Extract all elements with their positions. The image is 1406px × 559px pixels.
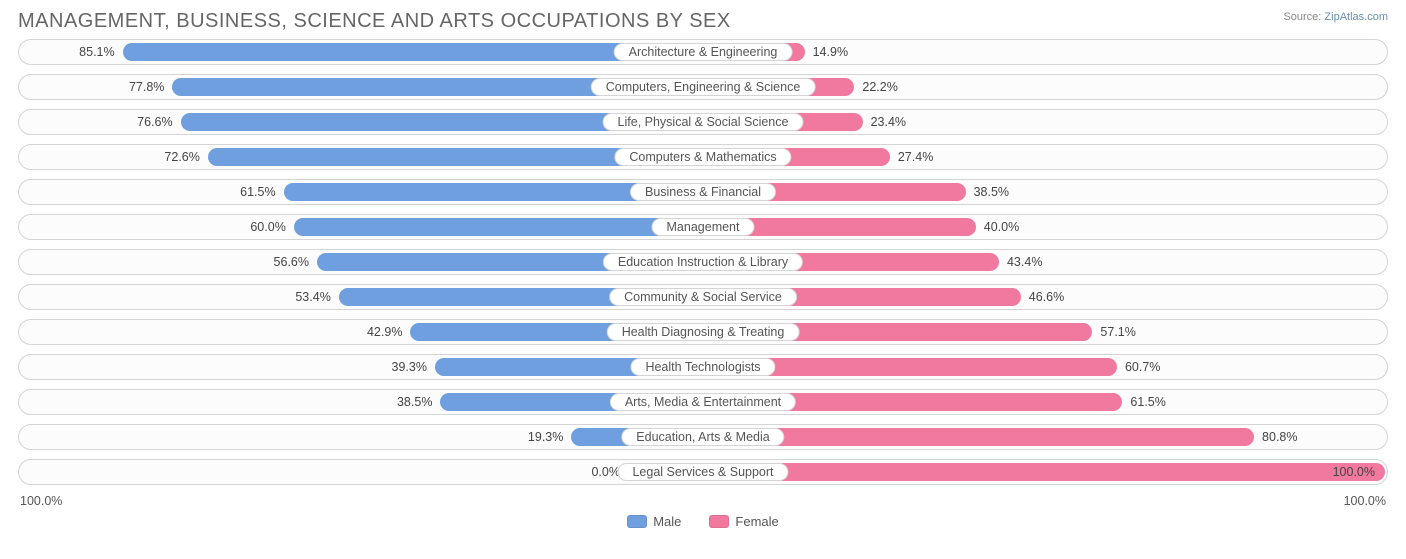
category-label: Business & Financial (630, 183, 776, 201)
male-pct: 42.9% (367, 325, 402, 339)
female-pct: 23.4% (871, 115, 906, 129)
category-label: Arts, Media & Entertainment (610, 393, 796, 411)
legend-male-label: Male (653, 514, 681, 529)
female-pct: 61.5% (1130, 395, 1165, 409)
chart-row: 85.1% 14.9% Architecture & Engineering (18, 39, 1388, 65)
chart-title: MANAGEMENT, BUSINESS, SCIENCE AND ARTS O… (18, 10, 731, 33)
legend-male: Male (627, 514, 681, 529)
female-pct: 80.8% (1262, 430, 1297, 444)
category-label: Health Diagnosing & Treating (607, 323, 800, 341)
category-label: Architecture & Engineering (614, 43, 793, 61)
male-pct: 77.8% (129, 80, 164, 94)
female-pct: 43.4% (1007, 255, 1042, 269)
category-label: Computers, Engineering & Science (591, 78, 816, 96)
category-label: Education Instruction & Library (603, 253, 803, 271)
male-swatch (627, 515, 647, 528)
source-label: Source: (1283, 11, 1321, 23)
chart-row: 72.6% 27.4% Computers & Mathematics (18, 144, 1388, 170)
male-pct: 0.0% (591, 465, 620, 479)
chart-row: 60.0% 40.0% Management (18, 214, 1388, 240)
header: MANAGEMENT, BUSINESS, SCIENCE AND ARTS O… (18, 10, 1388, 33)
male-pct: 38.5% (397, 395, 432, 409)
chart-row: 53.4% 46.6% Community & Social Service (18, 284, 1388, 310)
male-pct: 39.3% (392, 360, 427, 374)
female-pct: 57.1% (1100, 325, 1135, 339)
male-pct: 72.6% (164, 150, 199, 164)
female-pct: 40.0% (984, 220, 1019, 234)
category-label: Health Technologists (630, 358, 775, 376)
category-label: Legal Services & Support (617, 463, 788, 481)
chart-row: 42.9% 57.1% Health Diagnosing & Treating (18, 319, 1388, 345)
female-pct: 46.6% (1029, 290, 1064, 304)
axis: 100.0% 100.0% (18, 494, 1388, 508)
female-pct: 14.9% (813, 45, 848, 59)
axis-left: 100.0% (20, 494, 62, 508)
chart-area: 85.1% 14.9% Architecture & Engineering 77.8… (18, 39, 1388, 485)
female-pct: 22.2% (862, 80, 897, 94)
female-swatch (709, 515, 729, 528)
chart-row: 76.6% 23.4% Life, Physical & Social Scienc… (18, 109, 1388, 135)
chart-row: 61.5% 38.5% Business & Financial (18, 179, 1388, 205)
category-label: Community & Social Service (609, 288, 797, 306)
male-bar (294, 218, 703, 236)
male-pct: 85.1% (79, 45, 114, 59)
chart-row: 56.6% 43.4% Education Instruction & Librar… (18, 249, 1388, 275)
male-pct: 19.3% (528, 430, 563, 444)
legend-female: Female (709, 514, 778, 529)
chart-row: 39.3% 60.7% Health Technologists (18, 354, 1388, 380)
source: Source: ZipAtlas.com (1283, 10, 1388, 24)
chart-row: 0.0% 100.0% Legal Services & Support (18, 459, 1388, 485)
male-pct: 53.4% (295, 290, 330, 304)
male-pct: 76.6% (137, 115, 172, 129)
female-pct: 60.7% (1125, 360, 1160, 374)
chart-row: 19.3% 80.8% Education, Arts & Media (18, 424, 1388, 450)
source-value: ZipAtlas.com (1324, 11, 1388, 23)
female-bar (703, 463, 1385, 481)
female-pct: 27.4% (898, 150, 933, 164)
category-label: Computers & Mathematics (614, 148, 791, 166)
male-pct: 56.6% (274, 255, 309, 269)
legend: Male Female (18, 514, 1388, 529)
chart-row: 77.8% 22.2% Computers, Engineering & Scien… (18, 74, 1388, 100)
male-pct: 60.0% (250, 220, 285, 234)
female-bar (703, 428, 1254, 446)
male-pct: 61.5% (240, 185, 275, 199)
category-label: Life, Physical & Social Science (603, 113, 804, 131)
category-label: Management (652, 218, 755, 236)
female-pct: 38.5% (974, 185, 1009, 199)
legend-female-label: Female (735, 514, 778, 529)
chart-row: 38.5% 61.5% Arts, Media & Entertainment (18, 389, 1388, 415)
female-pct: 100.0% (1333, 465, 1375, 479)
axis-right: 100.0% (1344, 494, 1386, 508)
category-label: Education, Arts & Media (621, 428, 784, 446)
